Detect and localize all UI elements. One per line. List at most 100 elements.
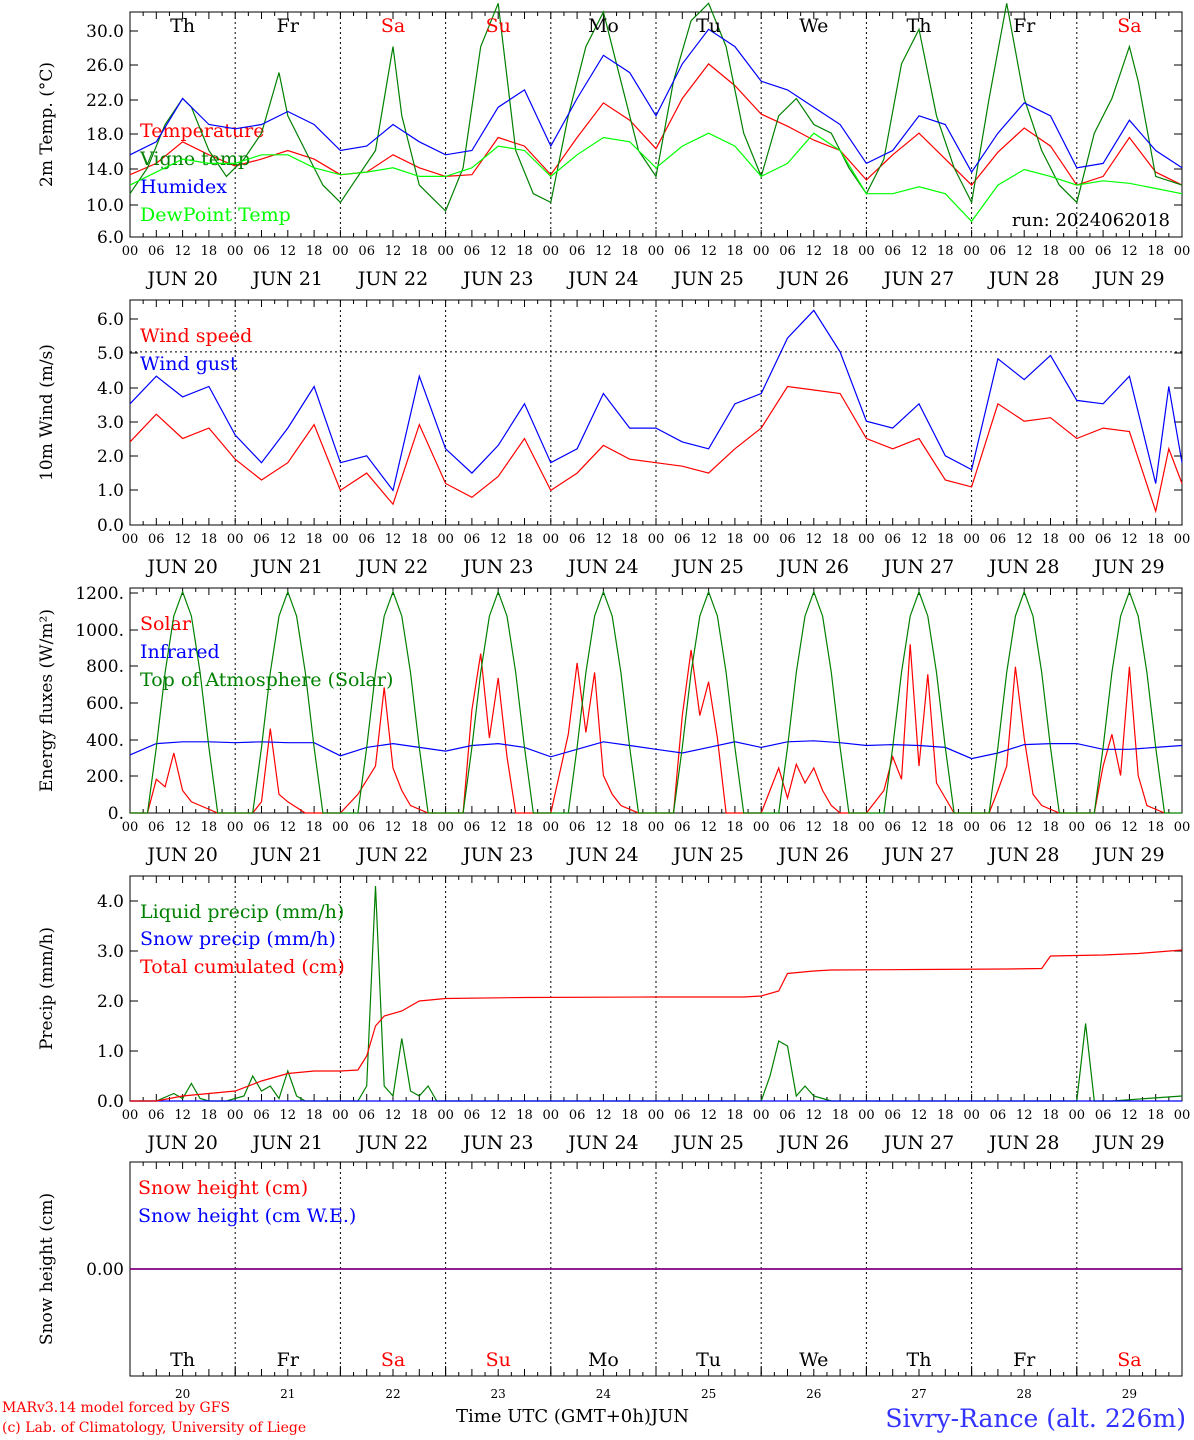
date-label: JUN 22 [356,844,428,866]
y-tick-label: 800. [86,657,124,677]
y-tick-label: 2.0 [97,447,124,467]
hour-tick-label: 12 [1121,244,1138,259]
hour-tick-label: 12 [806,1108,823,1123]
hour-tick-label: 00 [753,244,770,259]
hour-tick-label: 12 [1016,244,1033,259]
hour-tick-label: 00 [437,1108,454,1123]
hour-tick-label: 06 [148,244,165,259]
date-label: JUN 29 [1092,844,1164,866]
hour-tick-label: 06 [884,244,901,259]
hour-tick-label: 18 [937,532,954,547]
hour-tick-label: 00 [1174,532,1191,547]
day-name-bottom: Th [170,1349,195,1371]
hour-tick-label: 18 [1147,1108,1164,1123]
hour-tick-label: 06 [253,244,270,259]
hour-tick-label: 00 [227,820,244,835]
date-label: JUN 25 [671,556,743,578]
hour-tick-label: 12 [174,820,191,835]
day-name-top: Su [486,15,511,37]
legend-series-liquid-precip-mm-h: Liquid precip (mm/h) [140,901,344,923]
date-label: JUN 26 [777,268,849,290]
hour-tick-label: 06 [358,1108,375,1123]
hour-tick-label: 12 [806,244,823,259]
hour-tick-label: 00 [858,244,875,259]
hour-tick-label: 06 [253,1108,270,1123]
day-name-bottom: Fr [1013,1349,1036,1371]
hour-tick-label: 00 [963,820,980,835]
day-number: 28 [1017,1387,1032,1401]
hour-tick-label: 12 [174,244,191,259]
date-label: JUN 27 [882,1132,954,1154]
hour-tick-label: 00 [648,1108,665,1123]
series-wind-speed-line [129,385,1183,514]
series-infrared-line [129,740,1183,760]
hour-tick-label: 06 [569,244,586,259]
run-label: run: 2024062018 [1012,210,1170,231]
date-label: JUN 28 [987,268,1059,290]
date-label: JUN 27 [882,268,954,290]
hour-tick-label: 00 [332,244,349,259]
hour-tick-label: 00 [543,532,560,547]
day-name-top: We [799,15,828,37]
hour-tick-label: 18 [832,1108,849,1123]
hour-tick-label: 00 [648,820,665,835]
hour-tick-label: 06 [674,244,691,259]
hour-tick-label: 12 [700,1108,717,1123]
y-tick-label: 1200. [75,584,124,604]
y-axis-label: Snow height (cm) [37,1193,57,1345]
hour-tick-label: 18 [727,244,744,259]
hour-tick-label: 06 [464,820,481,835]
hour-tick-label: 18 [516,1108,533,1123]
hour-tick-label: 12 [595,244,612,259]
hour-tick-label: 06 [1095,1108,1112,1123]
series-dewpoint-temp-line [129,132,1183,223]
hour-tick-label: 06 [990,820,1007,835]
hour-tick-label: 12 [700,532,717,547]
hour-tick-label: 18 [201,1108,218,1123]
hour-tick-label: 18 [1042,532,1059,547]
hour-tick-label: 18 [832,244,849,259]
hour-tick-label: 12 [280,820,297,835]
date-label: JUN 25 [671,1132,743,1154]
hour-tick-label: 18 [621,1108,638,1123]
hour-tick-label: 06 [884,1108,901,1123]
legend-series-snow-height-cm: Snow height (cm) [138,1177,308,1199]
hour-tick-label: 00 [332,532,349,547]
hour-tick-label: 00 [1174,244,1191,259]
hour-tick-label: 18 [1042,1108,1059,1123]
credit-line-2: (c) Lab. of Climatology, University of L… [2,1420,307,1436]
hour-tick-label: 12 [1121,1108,1138,1123]
hour-tick-label: 18 [411,820,428,835]
hour-tick-label: 06 [990,244,1007,259]
day-name-top: Fr [277,15,300,37]
panel-3: 0. 200. 400. 600. 800. 1000. 1200. Energy fluxe… [37,584,1190,866]
hour-tick-label: 06 [569,820,586,835]
hour-tick-label: 06 [1095,532,1112,547]
credit-line-1: MARv3.14 model forced by GFS [2,1400,231,1416]
y-tick-label: 3.0 [97,942,124,962]
y-tick-label: 0.0 [97,516,124,536]
hour-tick-label: 18 [411,1108,428,1123]
hour-tick-label: 06 [1095,244,1112,259]
hour-tick-label: 06 [148,532,165,547]
hour-tick-label: 06 [674,1108,691,1123]
hour-tick-label: 00 [1069,1108,1086,1123]
series-humidex-line [129,28,1183,174]
date-label: JUN 20 [145,268,217,290]
hour-tick-label: 18 [937,1108,954,1123]
legend-series-humidex: Humidex [140,176,227,198]
hour-tick-label: 12 [700,820,717,835]
date-label: JUN 20 [145,556,217,578]
hour-tick-label: 12 [1016,532,1033,547]
hour-tick-label: 00 [543,1108,560,1123]
hour-tick-label: 06 [253,532,270,547]
date-label: JUN 21 [251,268,323,290]
hour-tick-label: 18 [516,820,533,835]
date-label: JUN 29 [1092,268,1164,290]
legend-series-temperature: Temperature [140,120,264,142]
panel-1: 6.0 10.0 14.0 18.0 22.0 26.0 30.0 2m Temp. (°C)… [37,2,1191,290]
hour-tick-label: 00 [437,532,454,547]
series-total-cumulated-cm-line [130,949,1183,1102]
date-label: JUN 23 [461,844,533,866]
y-axis-label: 2m Temp. (°C) [37,62,57,187]
